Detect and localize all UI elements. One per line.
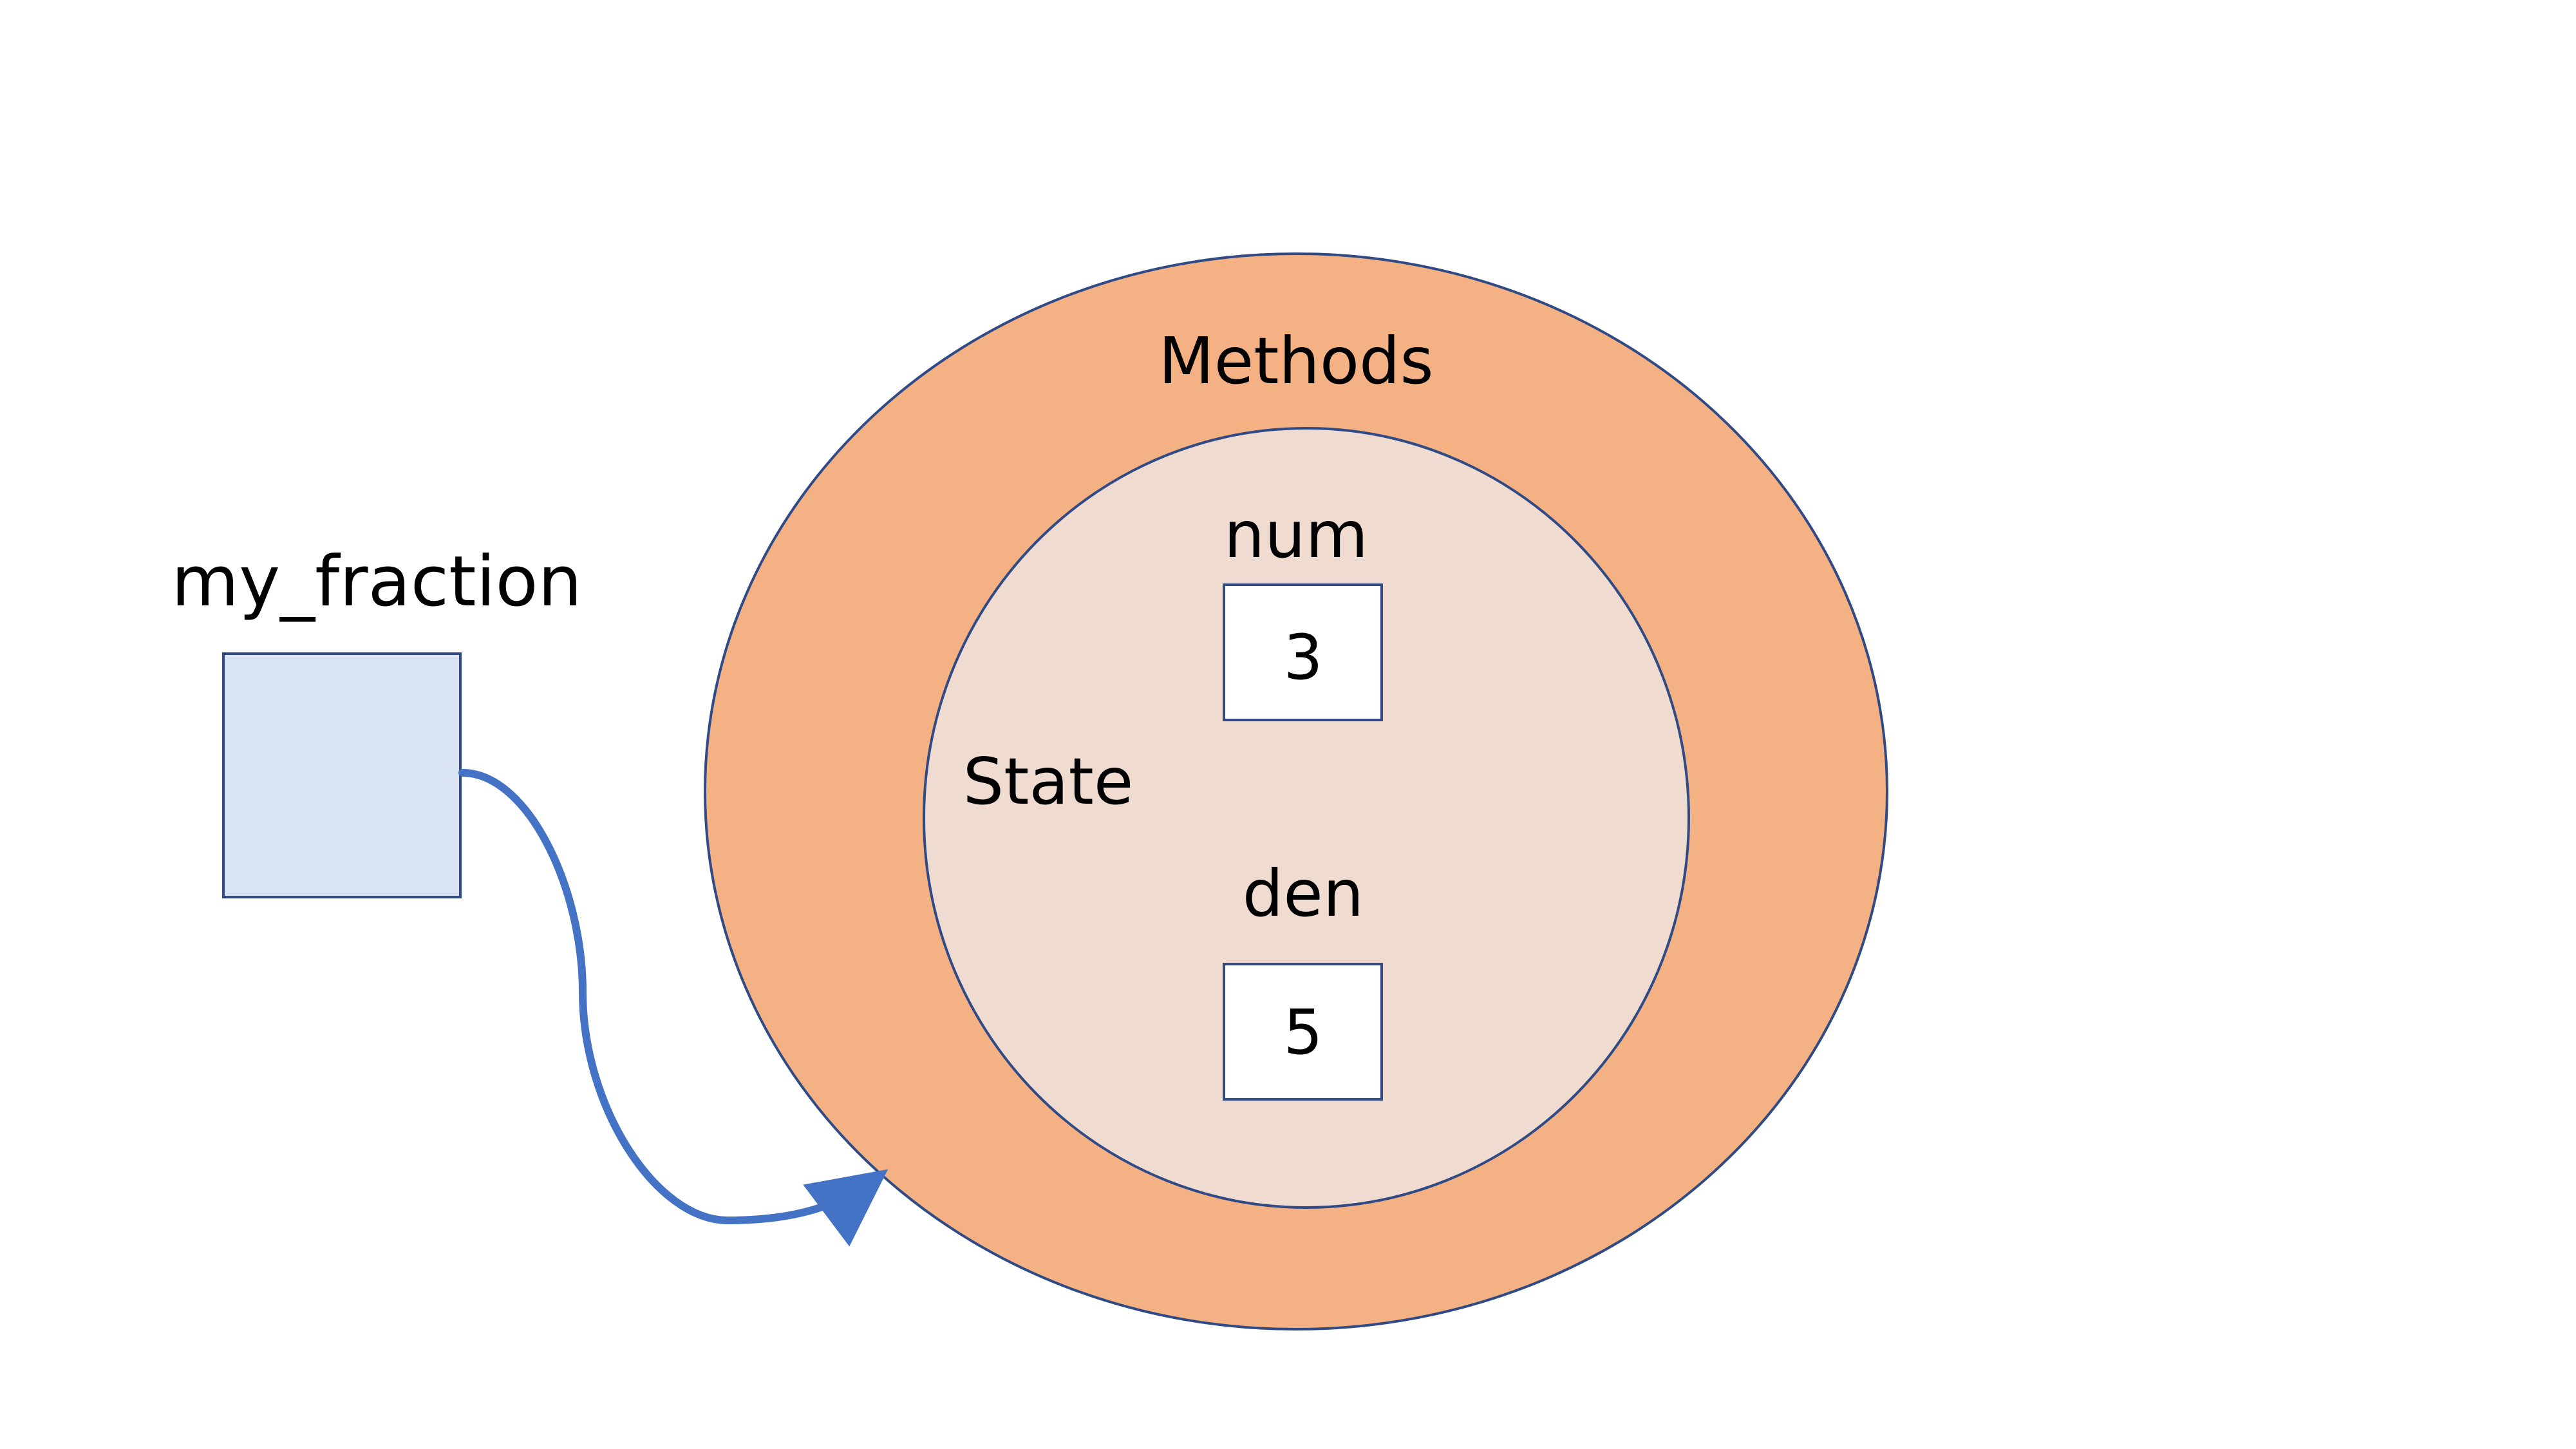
variable-box[interactable]	[222, 652, 462, 898]
state-label: State	[963, 744, 1134, 819]
field-value-num: 3	[1283, 621, 1322, 694]
field-name-num: num	[1224, 497, 1368, 573]
field-value-box-num[interactable]	[1223, 583, 1383, 721]
object-state-ellipse[interactable]	[923, 427, 1690, 1209]
field-value-box-den[interactable]	[1223, 963, 1383, 1101]
field-value-den: 5	[1283, 996, 1322, 1068]
field-name-den: den	[1243, 856, 1364, 931]
methods-label: Methods	[1158, 323, 1433, 399]
variable-name-label: my_fraction	[171, 542, 582, 622]
reference-arrow	[458, 769, 888, 1247]
